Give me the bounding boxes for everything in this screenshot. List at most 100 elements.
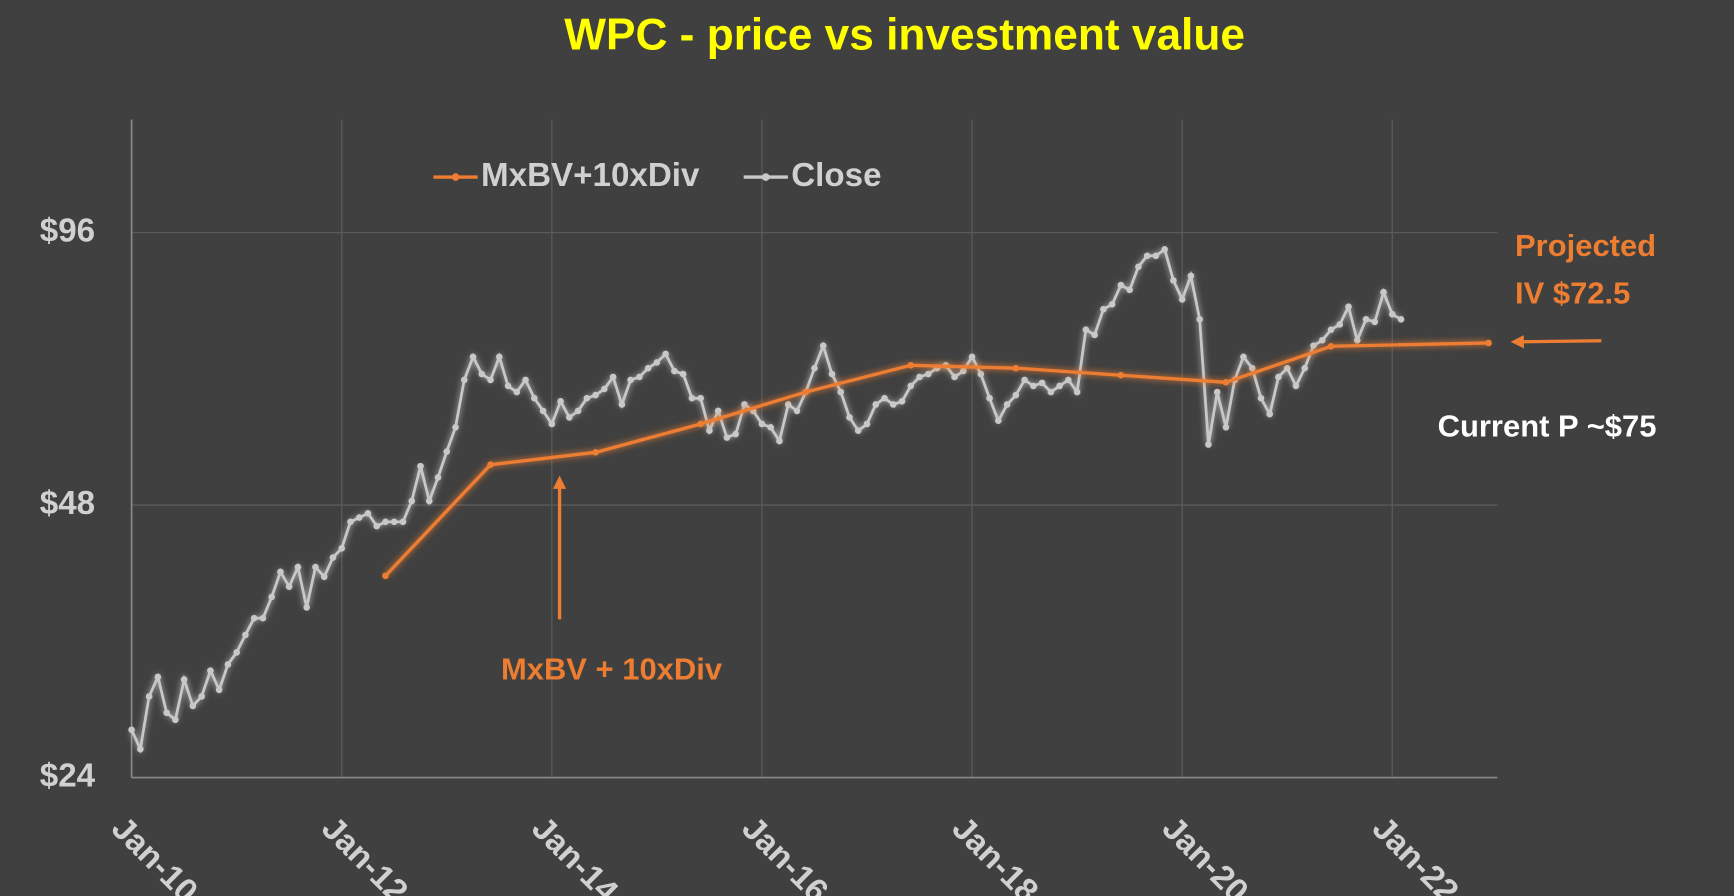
data-point [1345,303,1352,311]
data-point [1047,388,1055,396]
data-point [1292,382,1300,390]
data-point [881,394,888,402]
data-point [390,518,398,526]
data-point [618,401,626,408]
data-point [128,726,135,734]
data-point [172,716,179,724]
data-point [1318,336,1326,344]
data-point [1143,252,1151,260]
data-point [1030,382,1037,390]
data-point [250,614,258,622]
data-point [294,563,302,571]
data-point [1056,382,1063,390]
data-point [478,370,486,378]
data-point [636,373,643,381]
legend: MxBV+10xDiv Close [433,157,882,194]
data-point [399,518,407,526]
data-point [609,373,617,381]
data-point [872,401,880,408]
data-point [145,693,153,700]
data-point [1073,388,1081,396]
data-point [644,364,652,372]
data-point [1222,424,1230,431]
data-point [741,401,748,408]
data-point [793,407,801,415]
data-point [312,563,319,571]
data-point [706,427,713,435]
data-point [268,593,275,601]
legend-swatch [451,173,460,181]
data-point [1301,364,1309,372]
data-point [627,376,634,384]
data-point [1266,410,1274,418]
data-point [1327,326,1335,333]
data-point [907,361,915,369]
data-point [854,427,862,435]
data-point [382,518,389,526]
data-point [417,462,424,470]
series-line [130,247,1402,754]
data-point [916,373,923,381]
grid [131,119,1498,778]
data-point [320,573,328,581]
data-point [758,420,766,428]
data-point [1485,339,1492,347]
data-point [1012,364,1020,372]
data-point [504,382,512,390]
data-point [1336,321,1344,328]
data-point [425,497,433,505]
data-point [347,518,354,526]
y-tick-label: $24 [40,757,96,794]
data-point [548,420,556,428]
data-point [495,353,503,361]
data-point [1065,376,1072,384]
data-point [714,407,722,415]
data-point [355,514,363,521]
data-point [259,614,267,622]
data-point [846,414,853,421]
data-point [1003,401,1011,408]
data-point [574,407,582,415]
data-point [1388,310,1396,318]
data-point [198,693,205,700]
data-point [443,448,451,455]
data-point [679,370,687,378]
data-point [1371,318,1379,326]
data-point [1362,316,1370,323]
data-point [583,394,591,402]
data-point [303,604,311,611]
data-point [1126,286,1133,294]
data-point [1353,336,1361,344]
y-tick-label: $48 [40,485,95,522]
plot [128,246,1492,754]
data-point [1091,331,1098,339]
data-point [1257,394,1265,402]
data-point [662,350,669,358]
data-point [1275,373,1282,381]
data-point [592,391,599,399]
data-point [137,745,144,753]
data-point [1380,288,1387,296]
data-point [1310,342,1317,350]
data-point [1196,316,1203,323]
data-point [723,434,731,441]
data-point [180,676,188,683]
data-point [1327,342,1335,350]
data-point [653,359,661,366]
data-point [224,661,232,668]
data-point [986,394,993,402]
data-point [819,342,827,350]
arrow [1510,335,1602,349]
data-point [215,686,223,694]
legend-swatch [761,173,770,181]
data-point [1283,364,1291,372]
legend-label: Close [791,157,881,194]
data-point [1082,326,1090,333]
data-point [557,398,564,405]
data-point [513,388,521,396]
data-point [863,420,871,428]
data-point [242,631,249,639]
data-point [697,420,704,428]
